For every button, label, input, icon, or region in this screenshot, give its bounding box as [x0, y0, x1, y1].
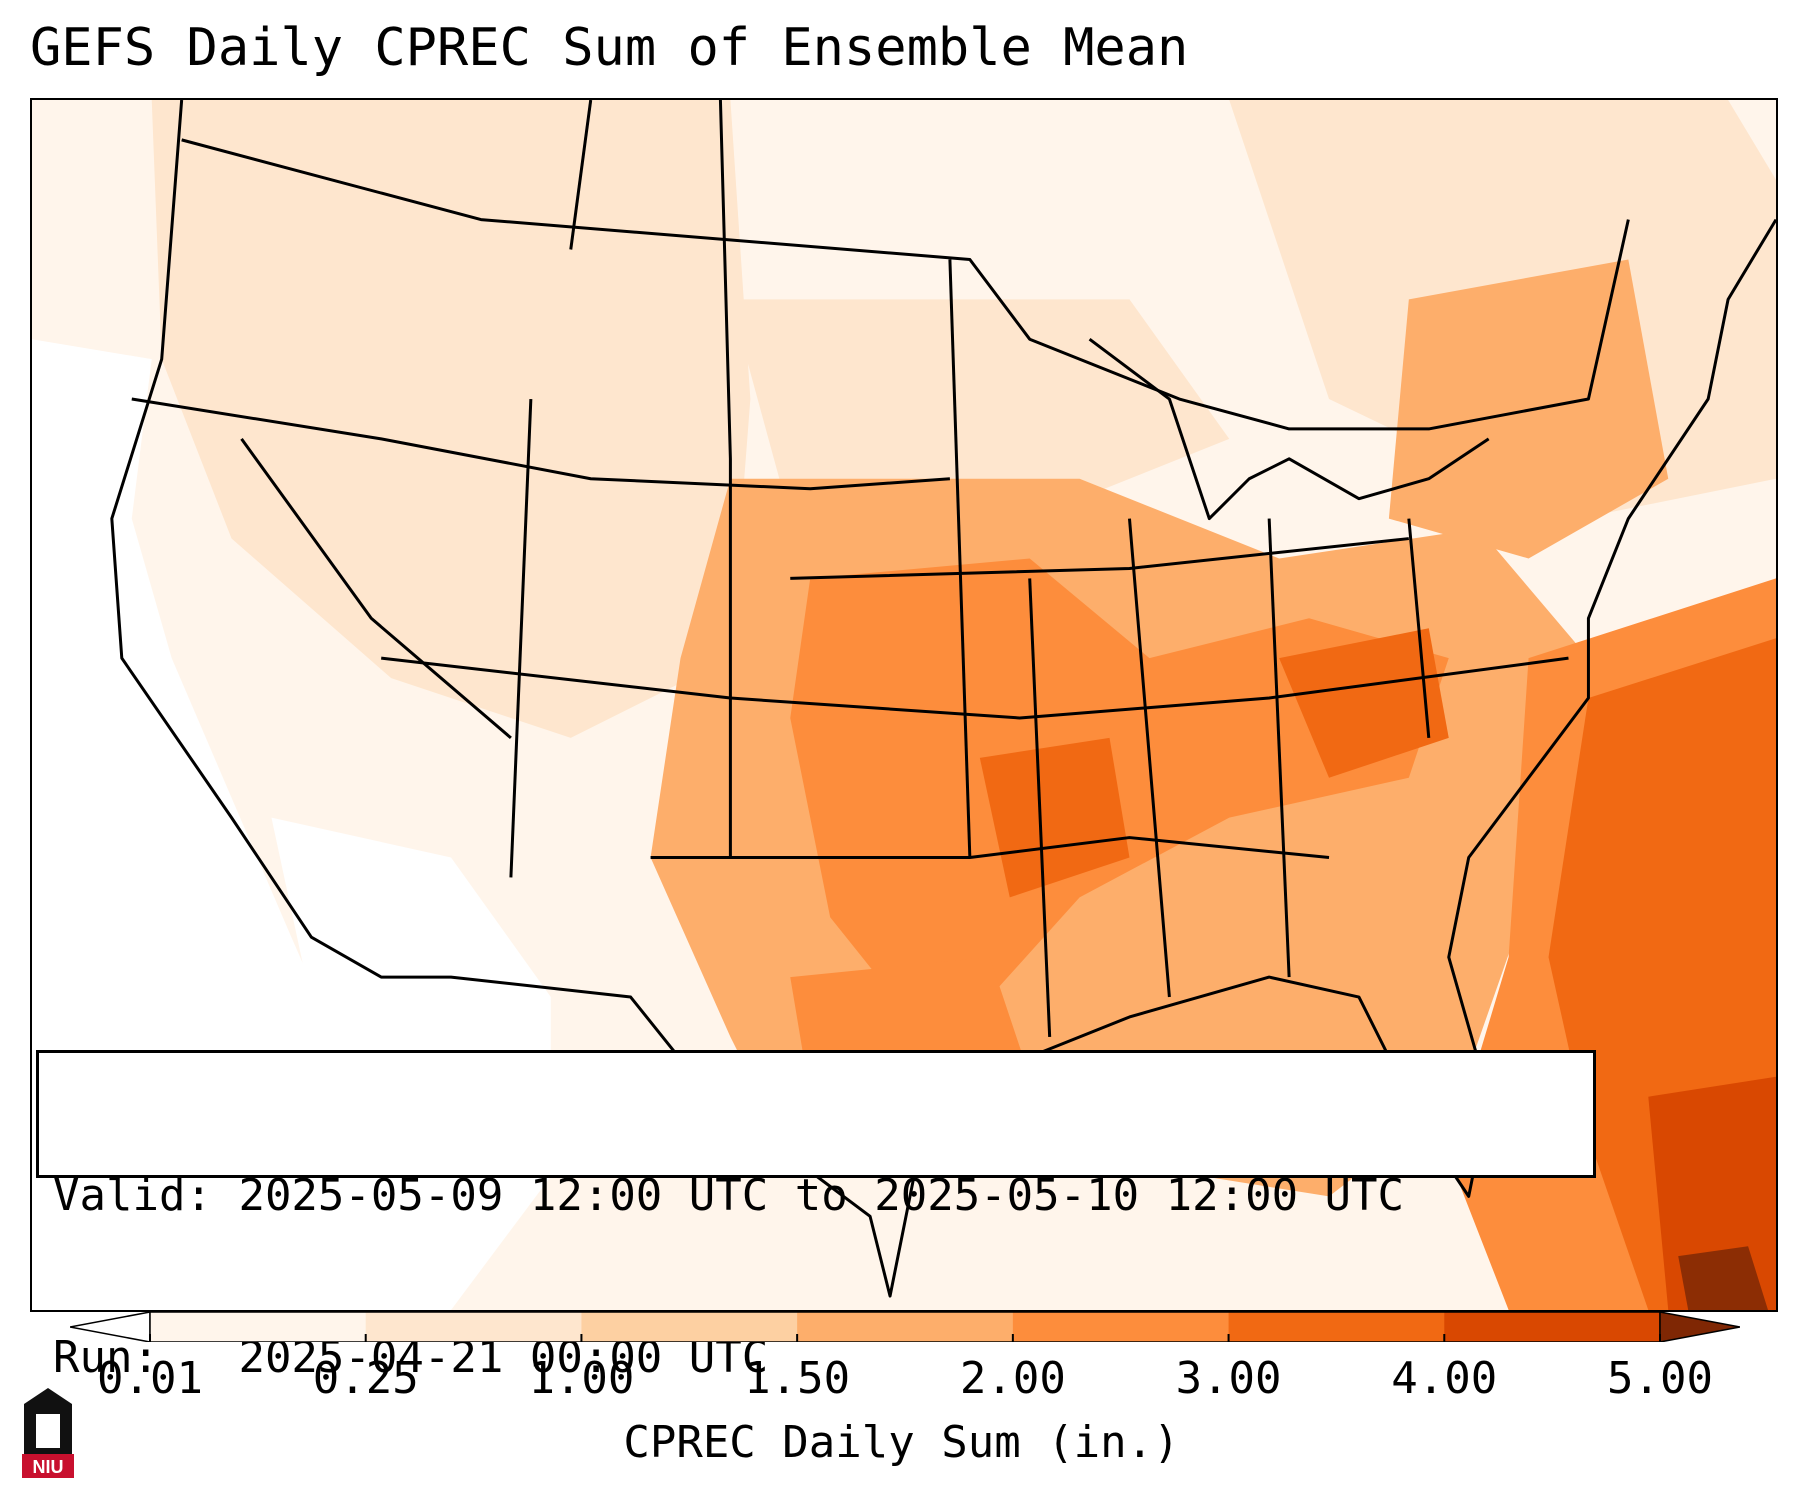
great-lakes	[1088, 338, 1490, 521]
colorbar	[70, 1312, 1740, 1342]
colorbar-tick-label: 0.01	[97, 1353, 203, 1404]
state-line	[569, 100, 593, 250]
niu-logo: NIU	[22, 1388, 74, 1478]
darker-shading-mississippi	[790, 558, 1449, 1017]
light-shading-plains	[730, 299, 1230, 519]
heaviest-shading-cuba	[1678, 1246, 1769, 1310]
colorbar-title: CPREC Daily Sum (in.)	[623, 1417, 1180, 1468]
state-line	[1407, 518, 1431, 739]
valid-line: Valid: 2025-05-09 12:00 UTC to 2025-05-1…	[53, 1169, 1579, 1223]
colorbar-segment	[1444, 1312, 1661, 1342]
heavy-shading-arkansas	[979, 737, 1130, 898]
state-line	[1267, 518, 1291, 978]
state-line	[381, 656, 1569, 720]
logo-text: NIU	[33, 1457, 64, 1477]
colorbar-tick-label: 1.50	[744, 1353, 851, 1404]
colorbar-segment	[581, 1312, 798, 1342]
colorbar-ticks	[149, 1334, 1661, 1342]
colorbar-tick-label: 3.00	[1175, 1353, 1282, 1404]
colorbar-segments	[149, 1312, 1661, 1342]
state-line	[948, 259, 972, 858]
colorbar-segment	[1228, 1312, 1445, 1342]
info-box: Valid: 2025-05-09 12:00 UTC to 2025-05-1…	[36, 1050, 1596, 1383]
colorbar-segment	[1012, 1312, 1230, 1342]
colorbar-under-arrow	[70, 1312, 151, 1342]
light-shading-west	[151, 100, 751, 738]
us-coastline	[110, 100, 1776, 1298]
colorbar-tick-label: 1.00	[528, 1353, 635, 1404]
state-line	[1028, 578, 1052, 1037]
state-line	[240, 438, 512, 740]
canada-border	[181, 138, 1630, 431]
map-title: GEFS Daily CPREC Sum of Ensemble Mean	[30, 18, 1189, 78]
colorbar-segment	[797, 1312, 1014, 1342]
colorbar-tick-label: 2.00	[959, 1353, 1066, 1404]
logo-window	[36, 1414, 60, 1448]
state-line	[131, 397, 951, 491]
colorbar-tick-label: 5.00	[1607, 1353, 1713, 1404]
boundaries	[110, 100, 1776, 1298]
state-line	[718, 100, 732, 858]
colorbar-tick-labels: 0.01 0.25 1.00 1.50 2.00 3.00 4.00 5.00	[0, 1354, 1803, 1414]
state-line	[790, 537, 1410, 580]
state-line	[1127, 518, 1171, 998]
state-line	[650, 836, 1330, 859]
colorbar-tick-label: 4.00	[1391, 1353, 1498, 1404]
colorbar-segment	[150, 1312, 367, 1342]
valid-value: 2025-05-09 12:00 UTC to 2025-05-10 12:00…	[238, 1170, 1405, 1221]
state-line	[509, 398, 533, 878]
heavy-shading-ohio-valley	[1279, 628, 1449, 778]
colorbar-tick-label: 0.25	[312, 1353, 419, 1404]
colorbar-segment	[365, 1312, 582, 1342]
valid-label: Valid:	[53, 1170, 212, 1221]
colorbar-over-arrow	[1659, 1312, 1740, 1342]
logo-band	[22, 1454, 74, 1478]
